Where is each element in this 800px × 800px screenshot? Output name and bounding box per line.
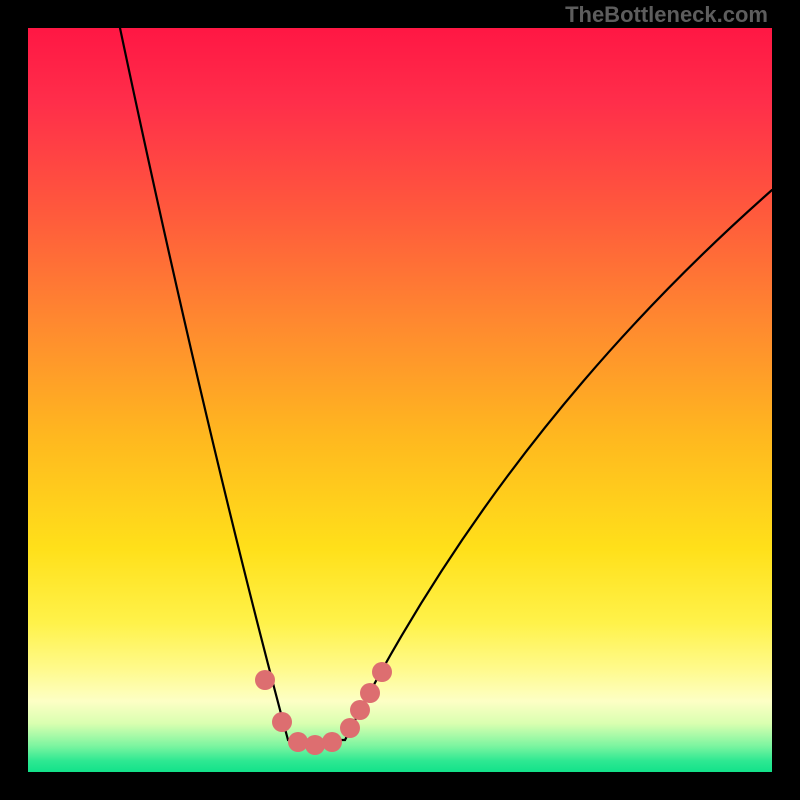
bottleneck-chart: TheBottleneck.com [0, 0, 800, 800]
marker-point-8 [372, 662, 392, 682]
marker-point-7 [360, 683, 380, 703]
marker-point-0 [255, 670, 275, 690]
marker-point-4 [322, 732, 342, 752]
marker-point-5 [340, 718, 360, 738]
marker-point-2 [288, 732, 308, 752]
marker-point-6 [350, 700, 370, 720]
marker-point-1 [272, 712, 292, 732]
watermark-text: TheBottleneck.com [565, 2, 768, 27]
plot-area [28, 28, 772, 772]
marker-point-3 [305, 735, 325, 755]
